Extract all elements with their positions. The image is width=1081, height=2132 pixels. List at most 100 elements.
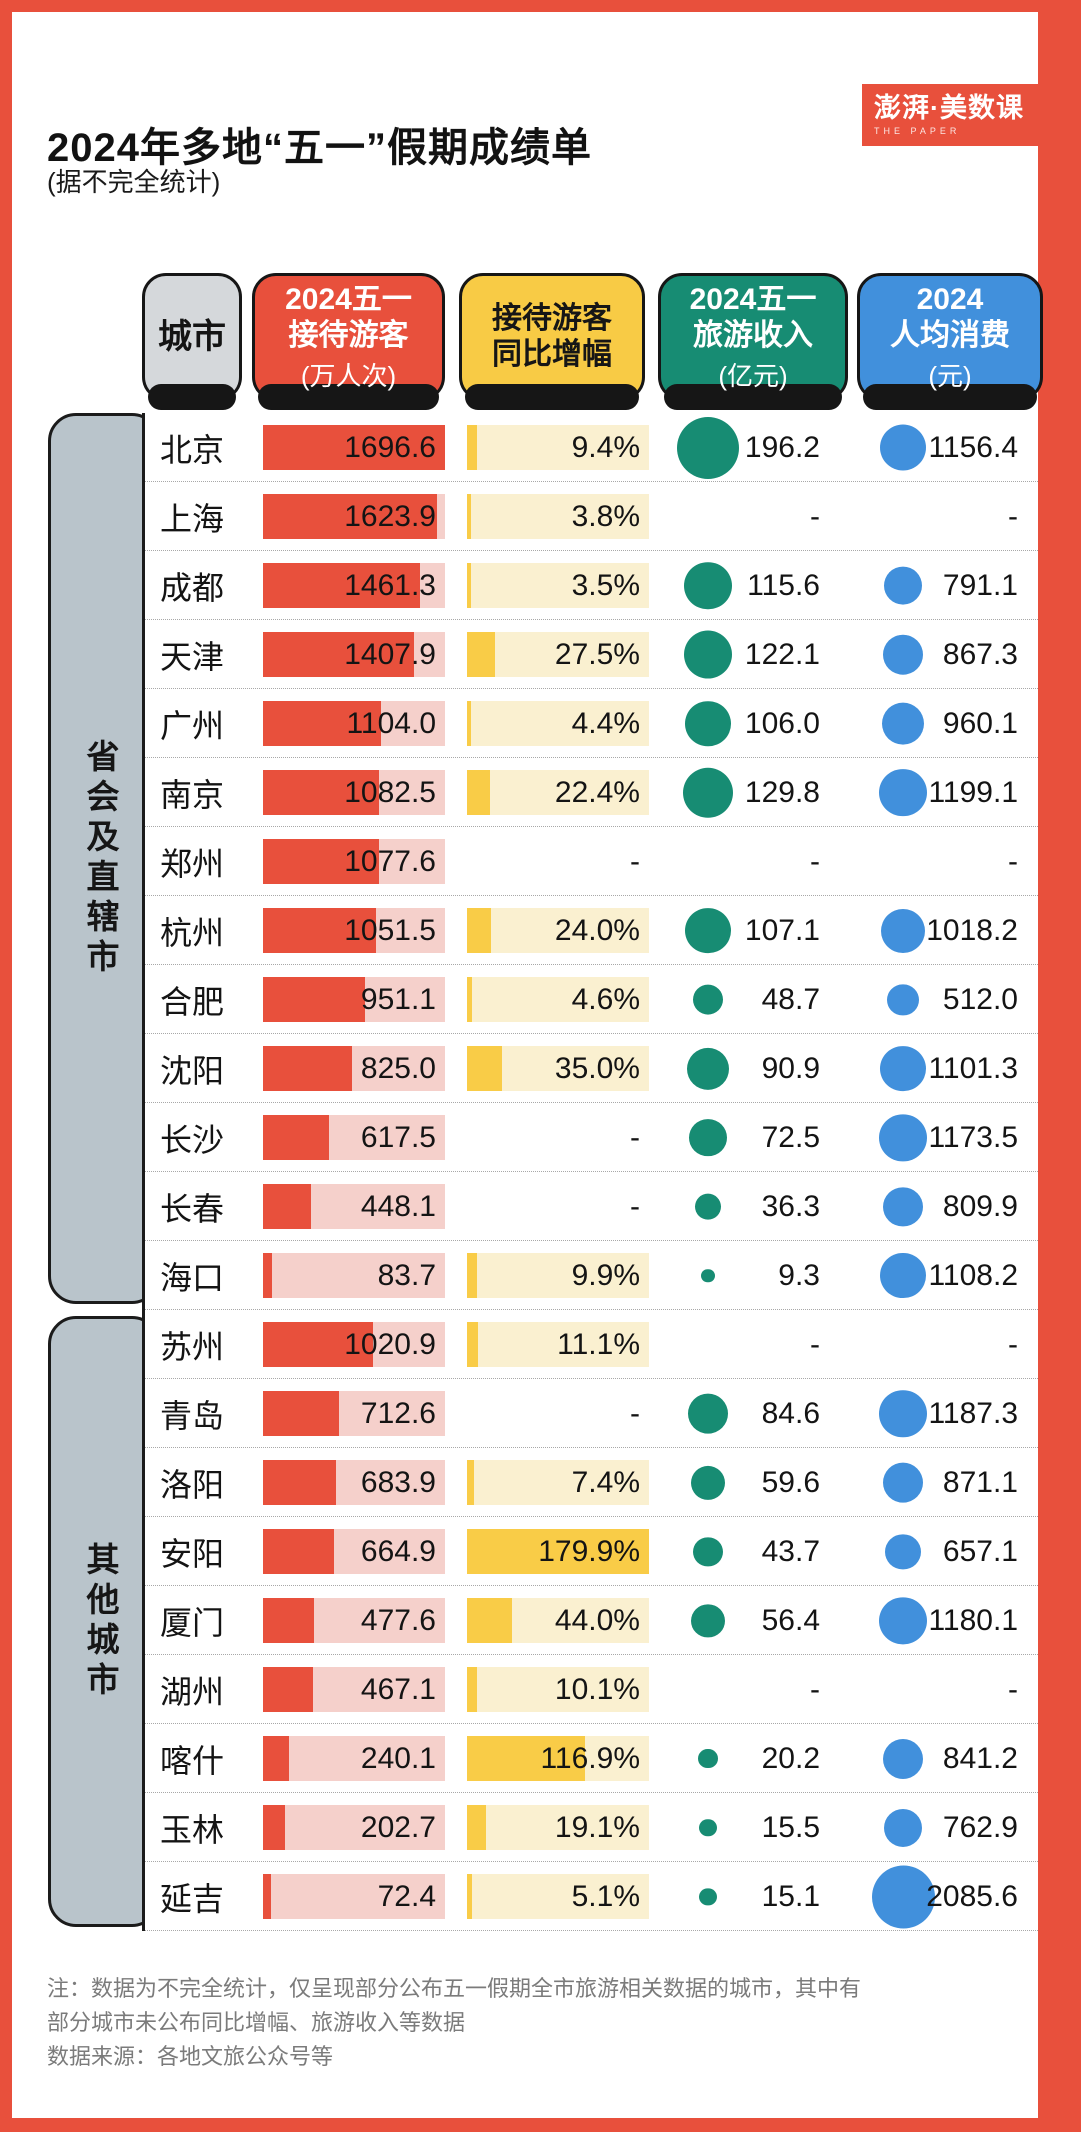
visitors-cell: 467.1 [263, 1655, 445, 1724]
visitors-cell: 83.7 [263, 1241, 445, 1310]
visitors-bar-fill [263, 908, 376, 953]
growth-cell: 19.1% [467, 1793, 649, 1862]
visitors-value: 72.4 [377, 1879, 436, 1913]
spend-bubble [879, 1596, 927, 1645]
spend-cell: 1173.5 [828, 1103, 1023, 1172]
spacer [649, 1793, 663, 1862]
growth-value: 179.9% [538, 1534, 640, 1568]
spend-value: 871.1 [942, 1465, 1018, 1499]
spacer [649, 1241, 663, 1310]
spacer [649, 827, 663, 896]
city-name: 玉林 [160, 1811, 225, 1848]
visitors-bar-track: 1082.5 [263, 770, 445, 815]
brand-logo-text: 澎湃·美数课 [874, 92, 1024, 123]
visitors-bar-track: 1104.0 [263, 701, 445, 746]
spacer [649, 551, 663, 620]
revenue-bubble [701, 1268, 715, 1283]
visitors-value: 1623.9 [344, 499, 436, 533]
growth-cell: 22.4% [467, 758, 649, 827]
visitors-bar-fill [263, 1874, 271, 1919]
revenue-value: 20.2 [761, 1741, 820, 1775]
growth-bar-fill [467, 1322, 479, 1367]
growth-value: 9.4% [571, 430, 640, 464]
table-row: 青岛 712.6 - 84.6 1187.3 [145, 1379, 1038, 1448]
spend-bubble [879, 1113, 927, 1162]
visitors-bar-fill [263, 563, 420, 608]
spend-value: 1180.1 [928, 1603, 1018, 1637]
revenue-bubble [690, 1465, 726, 1500]
visitors-bar-fill [263, 632, 415, 677]
spacer [445, 827, 467, 896]
revenue-cell: - [663, 1655, 828, 1724]
growth-value: 10.1% [554, 1672, 640, 1706]
spend-cell: 1018.2 [828, 896, 1023, 965]
no-data-dash: - [1008, 1672, 1018, 1706]
growth-bar-track: 11.1% [467, 1322, 649, 1367]
visitors-bar-track: 240.1 [263, 1736, 445, 1781]
spend-cell: 809.9 [828, 1172, 1023, 1241]
revenue-bubble [689, 1118, 727, 1157]
growth-value: 7.4% [571, 1465, 640, 1499]
growth-bar-track: 179.9% [467, 1529, 649, 1574]
visitors-cell: 1051.5 [263, 896, 445, 965]
growth-bar-track: 3.8% [467, 494, 649, 539]
no-data-dash: - [630, 1396, 640, 1430]
table-row: 湖州 467.1 10.1% - - [145, 1655, 1038, 1724]
growth-cell: 9.9% [467, 1241, 649, 1310]
spend-value: 1156.4 [928, 430, 1018, 464]
visitors-value: 825.0 [360, 1051, 436, 1085]
city-name: 厦门 [160, 1604, 225, 1641]
spacer [649, 1172, 663, 1241]
visitors-bar-fill [263, 1736, 289, 1781]
growth-bar-track: 9.9% [467, 1253, 649, 1298]
city-name: 北京 [160, 431, 225, 468]
revenue-cell: 115.6 [663, 551, 828, 620]
growth-bar-track: 3.5% [467, 563, 649, 608]
growth-value: 22.4% [554, 775, 640, 809]
spend-value: 1187.3 [928, 1396, 1018, 1430]
page-subtitle: (据不完全统计) [47, 167, 221, 197]
growth-cell: 4.6% [467, 965, 649, 1034]
visitors-bar-track: 617.5 [263, 1115, 445, 1160]
visitors-bar-fill [263, 1391, 340, 1436]
revenue-value: 15.1 [761, 1879, 820, 1913]
table-row: 上海 1623.9 3.8% - - [145, 482, 1038, 551]
growth-cell: - [467, 1103, 649, 1172]
no-data-dash: - [1008, 499, 1018, 533]
growth-cell: 9.4% [467, 413, 649, 482]
spacer [445, 1034, 467, 1103]
spacer [649, 413, 663, 482]
group-label: 其他城市 [82, 1541, 119, 1702]
city-name: 天津 [160, 638, 225, 675]
footnotes: 注：数据为不完全统计，仅呈现部分公布五一假期全市旅游相关数据的城市，其中有部分城… [47, 1972, 877, 2074]
spend-cell: 657.1 [828, 1517, 1023, 1586]
growth-bar-fill [467, 1460, 475, 1505]
growth-value: 4.6% [571, 982, 640, 1016]
growth-cell: - [467, 1379, 649, 1448]
visitors-cell: 240.1 [263, 1724, 445, 1793]
spacer [445, 1379, 467, 1448]
growth-bar-fill [467, 1736, 586, 1781]
revenue-bubble [683, 630, 733, 679]
group-bracket: 省会及直辖市 [48, 413, 160, 1304]
revenue-bubble [685, 907, 731, 954]
spacer [649, 689, 663, 758]
spend-bubble [883, 1808, 923, 1847]
spend-cell: 841.2 [828, 1724, 1023, 1793]
spacer [445, 758, 467, 827]
column-header-unit: (元) [928, 360, 972, 391]
revenue-cell: 59.6 [663, 1448, 828, 1517]
table-row: 北京 1696.6 9.4% 196.2 1156.4 [145, 413, 1038, 482]
visitors-bar-track: 825.0 [263, 1046, 445, 1091]
spend-cell: 1199.1 [828, 758, 1023, 827]
visitors-cell: 1461.3 [263, 551, 445, 620]
table-row: 郑州 1077.6 - - - [145, 827, 1038, 896]
growth-cell: 44.0% [467, 1586, 649, 1655]
growth-bar-track: 44.0% [467, 1598, 649, 1643]
revenue-cell: 72.5 [663, 1103, 828, 1172]
spacer [445, 1586, 467, 1655]
spend-value: 762.9 [942, 1810, 1018, 1844]
revenue-cell: 196.2 [663, 413, 828, 482]
revenue-cell: 56.4 [663, 1586, 828, 1655]
